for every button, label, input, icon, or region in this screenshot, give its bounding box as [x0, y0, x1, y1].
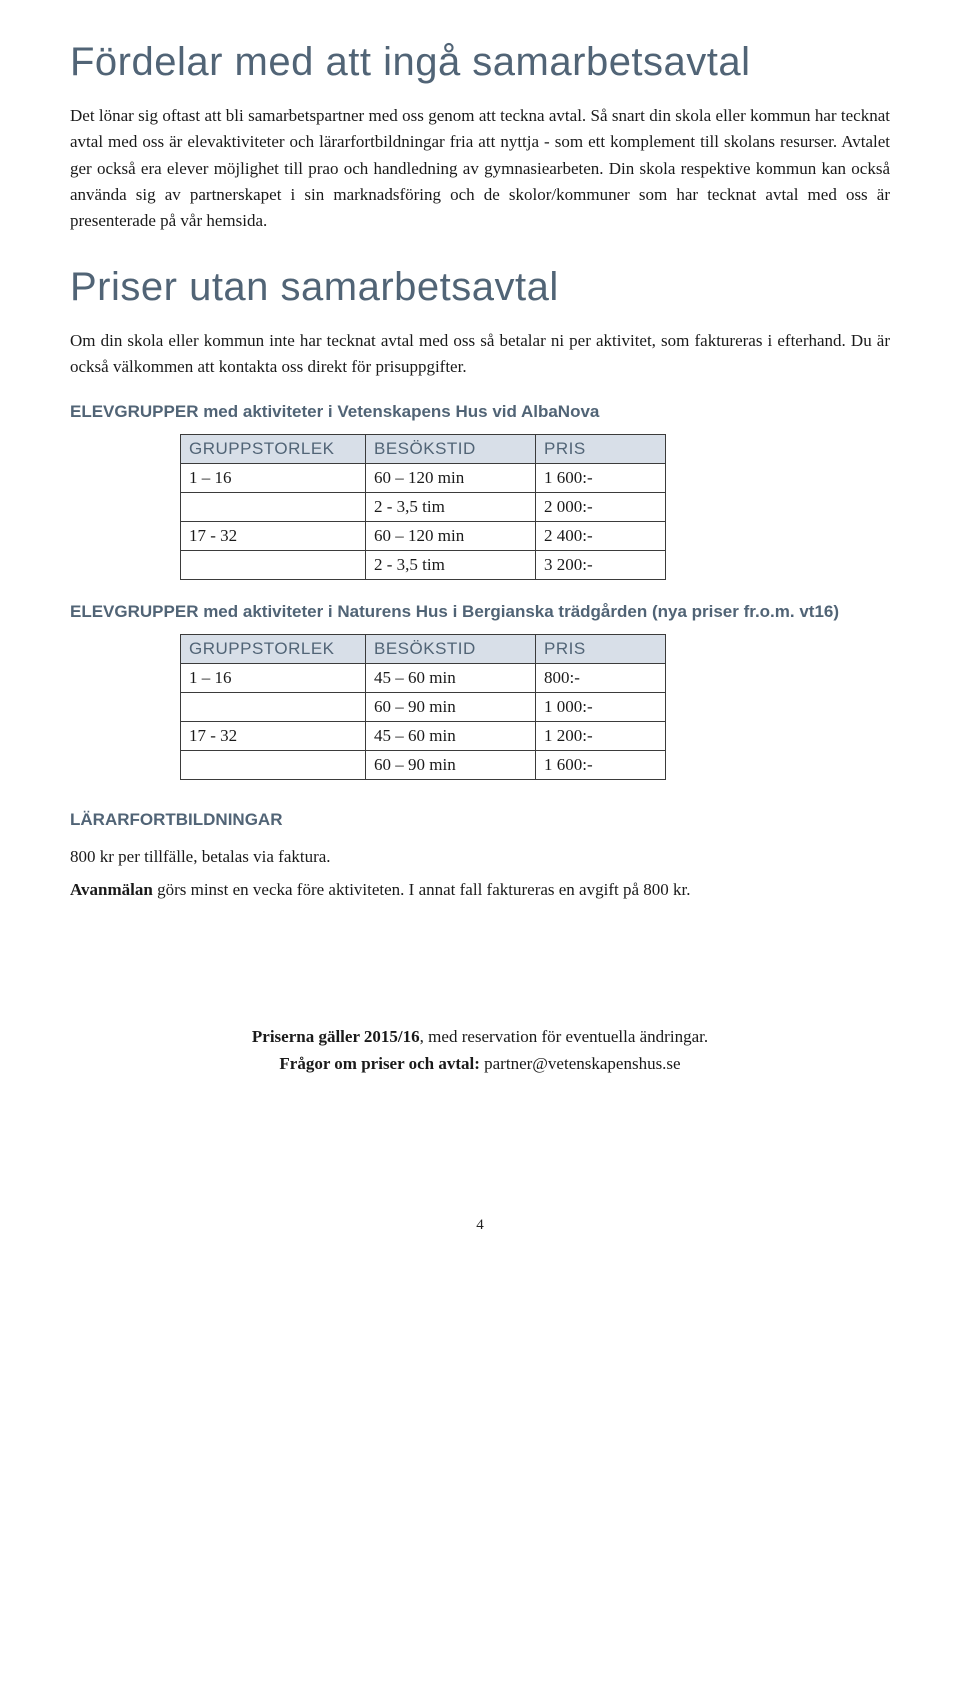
th-group: GRUPPSTORLEK — [181, 435, 366, 464]
cell-group: 1 – 16 — [181, 664, 366, 693]
table-row: 17 - 32 45 – 60 min 1 200:- — [181, 722, 666, 751]
footer-line1-rest: , med reservation för eventuella ändring… — [420, 1027, 708, 1046]
footer-line2-bold: Frågor om priser och avtal: — [279, 1054, 480, 1073]
table-bergianska: GRUPPSTORLEK BESÖKSTID PRIS 1 – 16 45 – … — [180, 634, 666, 780]
cell-group — [181, 693, 366, 722]
cell-price: 3 200:- — [536, 551, 666, 580]
cell-time: 2 - 3,5 tim — [366, 551, 536, 580]
teacher-heading: LÄRARFORTBILDNINGAR — [70, 810, 890, 830]
table-row: 1 – 16 45 – 60 min 800:- — [181, 664, 666, 693]
cell-time: 60 – 90 min — [366, 751, 536, 780]
th-time: BESÖKSTID — [366, 435, 536, 464]
teacher-line2: Avanmälan görs minst en vecka före aktiv… — [70, 877, 890, 903]
th-group: GRUPPSTORLEK — [181, 635, 366, 664]
cell-time: 2 - 3,5 tim — [366, 493, 536, 522]
table1-title: ELEVGRUPPER med aktiviteter i Vetenskape… — [70, 402, 890, 422]
teacher-line1: 800 kr per tillfälle, betalas via faktur… — [70, 844, 890, 870]
cell-price: 2 000:- — [536, 493, 666, 522]
cell-group: 17 - 32 — [181, 722, 366, 751]
cell-group: 17 - 32 — [181, 522, 366, 551]
cell-time: 60 – 90 min — [366, 693, 536, 722]
cell-price: 1 600:- — [536, 464, 666, 493]
table-row: 60 – 90 min 1 600:- — [181, 751, 666, 780]
th-price: PRIS — [536, 635, 666, 664]
teacher-line2-rest: görs minst en vecka före aktiviteten. I … — [153, 880, 691, 899]
table-header-row: GRUPPSTORLEK BESÖKSTID PRIS — [181, 635, 666, 664]
cell-price: 1 000:- — [536, 693, 666, 722]
footer-line1-bold: Priserna gäller 2015/16 — [252, 1027, 420, 1046]
table-row: 60 – 90 min 1 000:- — [181, 693, 666, 722]
footer-line2: Frågor om priser och avtal: partner@vete… — [70, 1050, 890, 1077]
cell-price: 1 600:- — [536, 751, 666, 780]
cell-price: 800:- — [536, 664, 666, 693]
paragraph-fordelar: Det lönar sig oftast att bli samarbetspa… — [70, 103, 890, 235]
cell-price: 2 400:- — [536, 522, 666, 551]
cell-group: 1 – 16 — [181, 464, 366, 493]
footer-line2-rest: partner@vetenskapenshus.se — [480, 1054, 681, 1073]
table-row: 2 - 3,5 tim 2 000:- — [181, 493, 666, 522]
th-time: BESÖKSTID — [366, 635, 536, 664]
table-albanova: GRUPPSTORLEK BESÖKSTID PRIS 1 – 16 60 – … — [180, 434, 666, 580]
table-row: 17 - 32 60 – 120 min 2 400:- — [181, 522, 666, 551]
page-number: 4 — [70, 1217, 890, 1234]
paragraph-priser: Om din skola eller kommun inte har teckn… — [70, 328, 890, 381]
table-row: 2 - 3,5 tim 3 200:- — [181, 551, 666, 580]
cell-time: 60 – 120 min — [366, 464, 536, 493]
cell-group — [181, 751, 366, 780]
heading-fordelar: Fördelar med att ingå samarbetsavtal — [70, 40, 890, 85]
table2-title: ELEVGRUPPER med aktiviteter i Naturens H… — [70, 602, 890, 622]
cell-time: 45 – 60 min — [366, 722, 536, 751]
table-row: 1 – 16 60 – 120 min 1 600:- — [181, 464, 666, 493]
cell-time: 45 – 60 min — [366, 664, 536, 693]
th-price: PRIS — [536, 435, 666, 464]
heading-priser: Priser utan samarbetsavtal — [70, 265, 890, 310]
cell-price: 1 200:- — [536, 722, 666, 751]
footer-block: Priserna gäller 2015/16, med reservation… — [70, 1023, 890, 1077]
table-header-row: GRUPPSTORLEK BESÖKSTID PRIS — [181, 435, 666, 464]
footer-line1: Priserna gäller 2015/16, med reservation… — [70, 1023, 890, 1050]
teacher-line2-bold: Avanmälan — [70, 880, 153, 899]
cell-group — [181, 493, 366, 522]
cell-time: 60 – 120 min — [366, 522, 536, 551]
cell-group — [181, 551, 366, 580]
